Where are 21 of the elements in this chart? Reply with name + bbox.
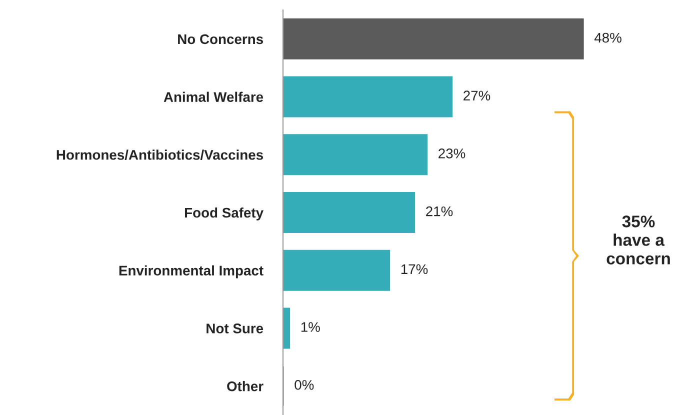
data-label: 17% <box>401 264 428 274</box>
bar <box>283 308 290 349</box>
y-tick-label: No Concerns <box>178 34 263 44</box>
data-label: 27% <box>464 90 490 100</box>
data-label: 21% <box>426 206 453 216</box>
data-label: 0% <box>294 380 314 390</box>
bar <box>283 250 390 291</box>
data-label: 23% <box>438 148 466 158</box>
bar <box>283 18 584 60</box>
text: 35% have a concern <box>606 216 670 264</box>
data-label: 48% <box>594 32 622 43</box>
y-tick-label: Hormones/Antibiotics/Vaccines <box>56 150 263 160</box>
y-tick-label: Not Sure <box>206 324 264 334</box>
y-tick-label: Other <box>227 381 264 392</box>
bar <box>283 192 416 234</box>
bar <box>283 134 428 176</box>
data-label: 1% <box>301 322 320 332</box>
y-tick-label: Animal Welfare <box>164 92 264 102</box>
bar <box>283 76 453 118</box>
y-tick-label: Food Safety <box>185 207 264 220</box>
y-tick-label: Environmental Impact <box>119 265 264 278</box>
